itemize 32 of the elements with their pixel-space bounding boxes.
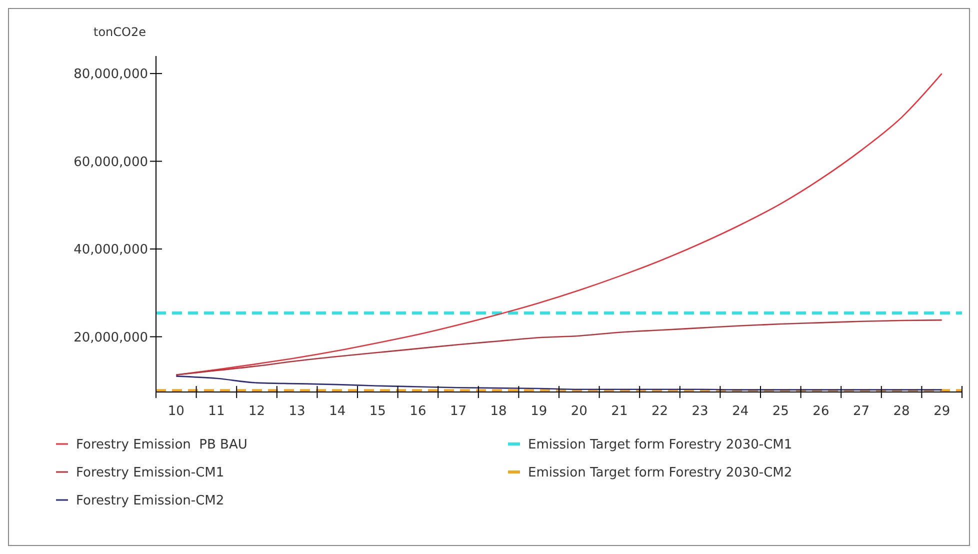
x-tick-label: 14 xyxy=(329,404,346,419)
x-tick-label: 27 xyxy=(852,404,870,419)
x-tick-label: 15 xyxy=(369,404,386,419)
x-tick-label: 17 xyxy=(450,404,467,419)
x-tick-label: 20 xyxy=(570,404,588,419)
y-tick-label: 40,000,000 xyxy=(74,242,148,258)
x-tick-label: 25 xyxy=(772,404,789,419)
x-tick-label: 29 xyxy=(934,404,950,419)
x-tick-label: 24 xyxy=(732,404,749,419)
x-tick-label: 28 xyxy=(893,404,910,419)
y-tick-label: 60,000,000 xyxy=(74,154,148,170)
legend-label: Forestry Emission-CM1 xyxy=(76,466,224,481)
x-tick-label: 21 xyxy=(611,404,628,419)
legend-label: Forestry Emission-CM2 xyxy=(76,494,224,509)
x-tick-label: 22 xyxy=(651,404,668,419)
line-series xyxy=(176,319,942,376)
x-tick-label: 12 xyxy=(248,404,266,419)
x-tick-label: 11 xyxy=(208,404,225,419)
legend-label: Emission Target form Forestry 2030-CM1 xyxy=(528,438,792,453)
y-axis-title: tonCO2e xyxy=(94,25,146,39)
x-tick-label: 18 xyxy=(490,404,507,419)
x-tick-label: 16 xyxy=(410,404,426,419)
x-tick-label: 10 xyxy=(168,404,184,419)
x-tick-label: 23 xyxy=(692,404,708,419)
x-tick-label: 13 xyxy=(288,404,306,419)
x-tick-label: 19 xyxy=(530,404,548,419)
y-tick-label: 20,000,000 xyxy=(74,330,148,346)
y-tick-label: 80,000,000 xyxy=(74,67,148,82)
x-tick-label: 26 xyxy=(812,404,830,419)
legend-label: Forestry Emission PB BAU xyxy=(76,438,248,453)
line-series xyxy=(176,376,942,390)
legend-label: Emission Target form Forestry 2030-CM2 xyxy=(528,466,792,481)
